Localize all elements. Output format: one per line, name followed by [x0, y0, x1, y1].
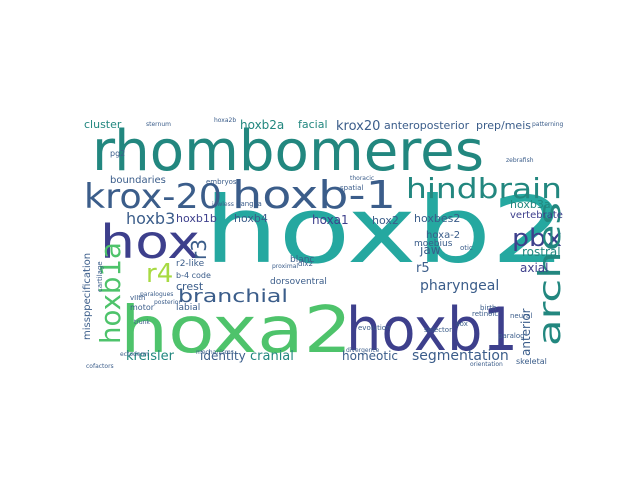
word-selector: selector: [424, 326, 452, 334]
word-trunk: trunk: [134, 319, 150, 326]
word-anteroposterior: anteroposterior: [384, 119, 470, 132]
word-hoxb1b: hoxb1b: [176, 212, 217, 225]
word-anterior: anterior: [519, 308, 533, 356]
word-skeletal: skeletal: [516, 357, 547, 366]
word-crest: crest: [176, 280, 204, 293]
word-prep-meis: prep/meis: [476, 119, 531, 132]
word-ganglia: ganglia: [236, 200, 262, 208]
word-hindbrain: hindbrain: [406, 172, 562, 205]
word-b-4-code: b-4 code: [176, 271, 211, 280]
word-hoxb3a: hoxb3a: [510, 198, 551, 211]
word-spatial: spatial: [340, 184, 363, 192]
word-r4: r4: [146, 259, 173, 289]
word-blanc: blanc: [290, 255, 314, 265]
word-dlx2: dlx2: [298, 260, 313, 268]
word-patterning: patterning: [532, 121, 564, 128]
word-hoxb2a: hoxb2a: [240, 118, 284, 132]
word-hox2: hox2: [372, 214, 399, 227]
word-cloud-panel: [80, 118, 576, 370]
word-branchial: branchial: [178, 286, 288, 307]
word-r3: r3: [187, 239, 211, 260]
word-hoxb2: hoxb2: [204, 177, 566, 284]
word-hoxb1: hoxb1: [346, 295, 518, 365]
word-kreisler: kreisler: [126, 349, 175, 364]
word-axial: axial: [520, 261, 548, 275]
word-pg2: pg2: [110, 149, 125, 158]
word-rostral: rostral: [522, 245, 561, 259]
word-posterior: posterior: [154, 299, 181, 306]
word-moebius: moebius: [414, 239, 453, 249]
word-rhombomeres: rhombomeres: [92, 119, 484, 184]
word-viith: vIIth: [130, 294, 145, 302]
word-pbx: pbx: [512, 224, 562, 252]
word-mechanisms: mechanisms: [196, 349, 234, 356]
word-proximal: proximal: [272, 263, 298, 270]
word-neural: neural: [510, 312, 532, 320]
word-homeotic: homeotic: [342, 349, 398, 363]
word-segmentation: segmentation: [412, 348, 509, 364]
word-missppecification: missppecification: [82, 253, 93, 340]
word-sox: sox: [456, 320, 468, 328]
word-embryos: embryos: [206, 178, 237, 186]
word-hoxb-1: hoxb-1: [232, 173, 396, 217]
word-jawless: jawless: [211, 201, 234, 208]
word-cofactors: cofactors: [86, 363, 114, 370]
word-krox-20: krox-20: [84, 177, 222, 217]
word-hoxbes2: hoxbes2: [414, 212, 460, 225]
word-hoxa2b: hoxa2b: [214, 117, 236, 124]
word-sternum: sternum: [146, 121, 171, 128]
word-hoxb3: hoxb3: [126, 209, 175, 228]
word-hoxa2: hoxa2: [120, 294, 352, 368]
word-cluster: cluster: [84, 118, 122, 131]
word-labial: labial: [176, 303, 200, 313]
word-facial: facial: [298, 118, 328, 131]
word-jaw: jaw: [419, 243, 441, 257]
word-orientation: orientation: [470, 361, 503, 368]
word-thoracic: thoracic: [350, 175, 374, 182]
word-r5: r5: [416, 261, 430, 276]
word-ectoderm: ectoderm: [120, 351, 149, 358]
word-evolution: evolution: [358, 324, 391, 332]
word-r2-like: r2-like: [176, 259, 205, 269]
word-otic: otic: [460, 244, 473, 252]
word-divergence: divergence: [346, 347, 380, 354]
word-boundaries-visible: boundaries: [110, 175, 166, 186]
word-zebrafish: zebrafish: [506, 157, 534, 164]
word-hoxb4: hoxb4: [234, 212, 268, 225]
word-hoxa1: hoxa1: [312, 213, 349, 227]
word-cranial: cranial: [250, 349, 294, 364]
word-hoxa-2: hoxa-2: [426, 230, 460, 241]
word-vertebrate: vertebrate: [510, 210, 563, 221]
word-birth: birth: [480, 304, 496, 312]
word-identity: identity: [200, 349, 246, 363]
word-hoxb1a: hoxb1a: [94, 242, 127, 344]
word-paralogues: paralogues: [140, 291, 173, 298]
word-hox: hox: [100, 215, 200, 269]
word-cartilage: cartilage: [96, 261, 104, 292]
word-paralog: paralog: [498, 332, 525, 340]
word-arches: arches: [533, 202, 568, 346]
word-dorsoventral: dorsoventral: [270, 277, 327, 287]
word-motor: motor: [130, 303, 155, 312]
word-pharyngeal: pharyngeal: [420, 278, 499, 294]
word-krox20: krox20: [336, 119, 380, 134]
word-retinoic: retinoic: [472, 310, 498, 318]
